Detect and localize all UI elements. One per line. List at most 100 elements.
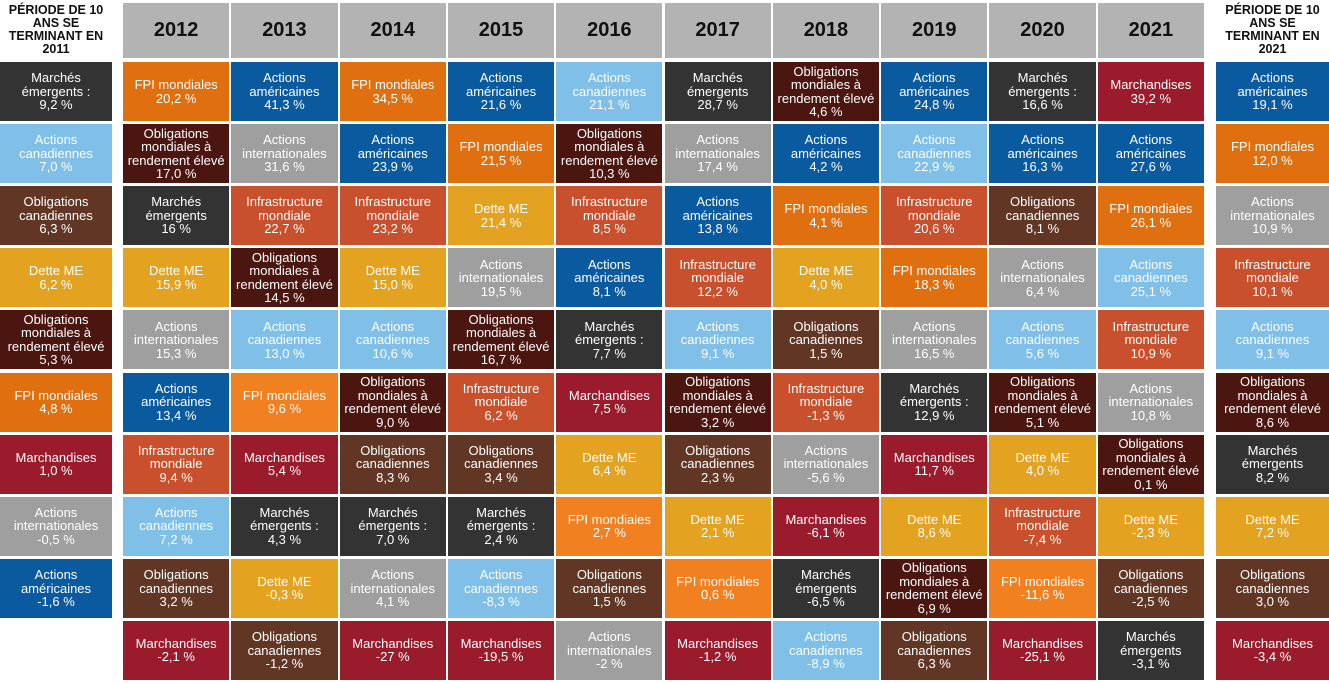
return-value: -2 %	[595, 656, 623, 672]
return-value: 10,1 %	[1252, 283, 1293, 299]
asset-name: Actions internationales	[1108, 380, 1194, 410]
return-value: -7,4 %	[1023, 531, 1062, 547]
return-value: 13,8 %	[697, 221, 738, 237]
return-cell: Actions américaines 41,3 %	[231, 62, 338, 121]
return-cell: Obligations canadiennes 8,1 %	[989, 186, 1096, 246]
asset-name: Marchandises	[135, 635, 217, 651]
asset-name: Dette ME	[907, 511, 962, 527]
asset-name: Obligations mondiales à rendement élevé	[1224, 374, 1321, 416]
return-value: 14,5 %	[264, 290, 305, 306]
asset-name: Dette ME	[690, 511, 745, 527]
asset-name: Actions internationales	[675, 132, 760, 161]
asset-name: Actions américaines	[357, 132, 428, 161]
return-cell: Obligations mondiales à rendement élevé 1…	[556, 124, 663, 184]
asset-name: Actions internationales	[1000, 256, 1085, 286]
return-cell: Obligations mondiales à rendement élevé 9…	[339, 372, 446, 432]
asset-name: Infrastructure mondiale	[246, 194, 323, 223]
return-value: -8,9 %	[807, 656, 845, 672]
asset-name: Obligations mondiales à rendement élevé	[236, 249, 333, 292]
return-cell: Marchandises -27 %	[339, 620, 446, 680]
return-cell: FPI mondiales 34,5 %	[339, 62, 446, 121]
return-cell: FPI mondiales 4,8 %	[0, 372, 112, 432]
return-value: 3,4 %	[484, 469, 518, 485]
asset-name: Marchés émergents	[1241, 442, 1304, 472]
return-cell: Marchés émergents :16,6 %	[989, 62, 1096, 121]
asset-name: Obligations canadiennes	[680, 442, 755, 472]
return-value: 7,7 %	[592, 345, 626, 361]
asset-name: Actions canadiennes	[1235, 318, 1310, 348]
asset-name: Actions internationales	[350, 567, 436, 596]
return-cell: Marchandises -6,1 %	[772, 496, 880, 556]
column-header: 2021	[1097, 3, 1204, 58]
return-value: 8,2 %	[1255, 469, 1290, 485]
return-cell: FPI mondiales 4,1 %	[772, 186, 880, 246]
return-cell: Obligations mondiales à rendement élevé 6…	[881, 558, 988, 618]
asset-name: Actions américaines	[682, 194, 753, 223]
return-value: 5,1 %	[1025, 414, 1060, 430]
return-value: -25,1 %	[1020, 649, 1065, 665]
return-cell: Infrastructure mondiale 22,7 %	[231, 186, 338, 246]
asset-name: Marchandises	[1002, 635, 1083, 651]
return-cell: Obligations mondiales à rendement élevé 3…	[664, 372, 771, 432]
return-value: 15,9 %	[155, 276, 197, 292]
return-cell: Dette ME -2,3 %	[1097, 496, 1204, 556]
return-value: 16,3 %	[1022, 159, 1063, 175]
return-value: 15,3 %	[155, 345, 197, 361]
return-value: 6,3 %	[917, 656, 951, 672]
return-cell: Infrastructure mondiale 23,2 %	[339, 186, 446, 246]
return-cell: Dette ME 2,1 %	[664, 496, 771, 556]
return-cell: Marchés émergents 16 %	[123, 186, 230, 246]
asset-name: FPI mondiales	[567, 511, 651, 527]
asset-name: FPI mondiales	[892, 263, 976, 279]
return-cell: Actions américaines 19,1 %	[1216, 62, 1329, 121]
return-value: 24,8 %	[914, 97, 955, 113]
return-cell: Actions canadiennes 21,1 %	[556, 62, 663, 121]
return-cell: Infrastructure mondiale 10,9 %	[1097, 310, 1204, 370]
column-header: PÉRIODE DE 10 ANS SE TERMINANT EN 2021	[1216, 0, 1329, 60]
return-value: -1,3 %	[807, 407, 845, 423]
return-cell: Actions américaines 8,1 %	[556, 248, 663, 308]
return-value: -3,1 %	[1132, 656, 1170, 672]
asset-name: Marchandises	[1110, 77, 1192, 92]
return-cell: Actions américaines 13,8 %	[664, 186, 771, 246]
return-value: 0,1 %	[1134, 476, 1168, 492]
asset-name: Obligations canadiennes	[1235, 567, 1310, 596]
return-cell: Infrastructure mondiale -7,4 %	[989, 496, 1096, 556]
asset-name: Actions canadiennes	[572, 70, 647, 99]
return-cell: Dette ME 6,2 %	[0, 248, 112, 308]
return-value: -1,2 %	[265, 656, 304, 672]
asset-name: Actions canadiennes	[897, 132, 972, 161]
column-header: 2015	[447, 3, 555, 58]
asset-name: Dette ME	[1015, 449, 1070, 465]
return-value: 2,1 %	[701, 525, 735, 541]
return-value: -27 %	[375, 649, 410, 665]
return-cell: FPI mondiales 2,7 %	[556, 496, 663, 556]
return-cell: Actions canadiennes 22,9 %	[881, 124, 988, 184]
return-cell: Dette ME 8,6 %	[881, 496, 988, 556]
return-value: 6,2 %	[39, 276, 73, 292]
asset-name: Actions internationales	[13, 504, 99, 534]
asset-name: Marchés émergents	[145, 194, 207, 223]
return-cell: Marchandises 39,2 %	[1097, 62, 1204, 121]
return-value: 1,0 %	[39, 463, 73, 479]
return-cell: Obligations mondiales à rendement élevé 1…	[447, 310, 555, 370]
return-value: 5,6 %	[1025, 345, 1060, 361]
return-cell: Marchandises -2,1 %	[123, 620, 230, 680]
asset-name: Marchandises	[568, 387, 650, 403]
return-cell: FPI mondiales -11,6 %	[989, 558, 1096, 618]
return-cell: Actions internationales 4,1 %	[339, 558, 446, 618]
return-value: -0,5 %	[37, 531, 75, 547]
asset-name: Actions américaines	[899, 70, 970, 99]
asset-name: FPI mondiales	[1000, 573, 1085, 589]
return-cell: Marchés émergents :4,3 %	[231, 496, 338, 556]
asset-name: Obligations canadiennes	[247, 629, 322, 658]
return-value: 16,6 %	[1022, 97, 1063, 113]
return-cell: Marchés émergents 8,2 %	[1216, 434, 1329, 494]
return-value: 7,2 %	[159, 531, 193, 547]
return-cell: Actions internationales 10,8 %	[1097, 372, 1204, 432]
return-value: 8,3 %	[376, 469, 410, 485]
return-cell: Actions américaines 13,4 %	[123, 372, 230, 432]
asset-name: Actions canadiennes	[789, 629, 863, 658]
return-cell: Actions américaines 4,2 %	[772, 124, 880, 184]
asset-name: Marchés émergents :	[21, 70, 91, 99]
